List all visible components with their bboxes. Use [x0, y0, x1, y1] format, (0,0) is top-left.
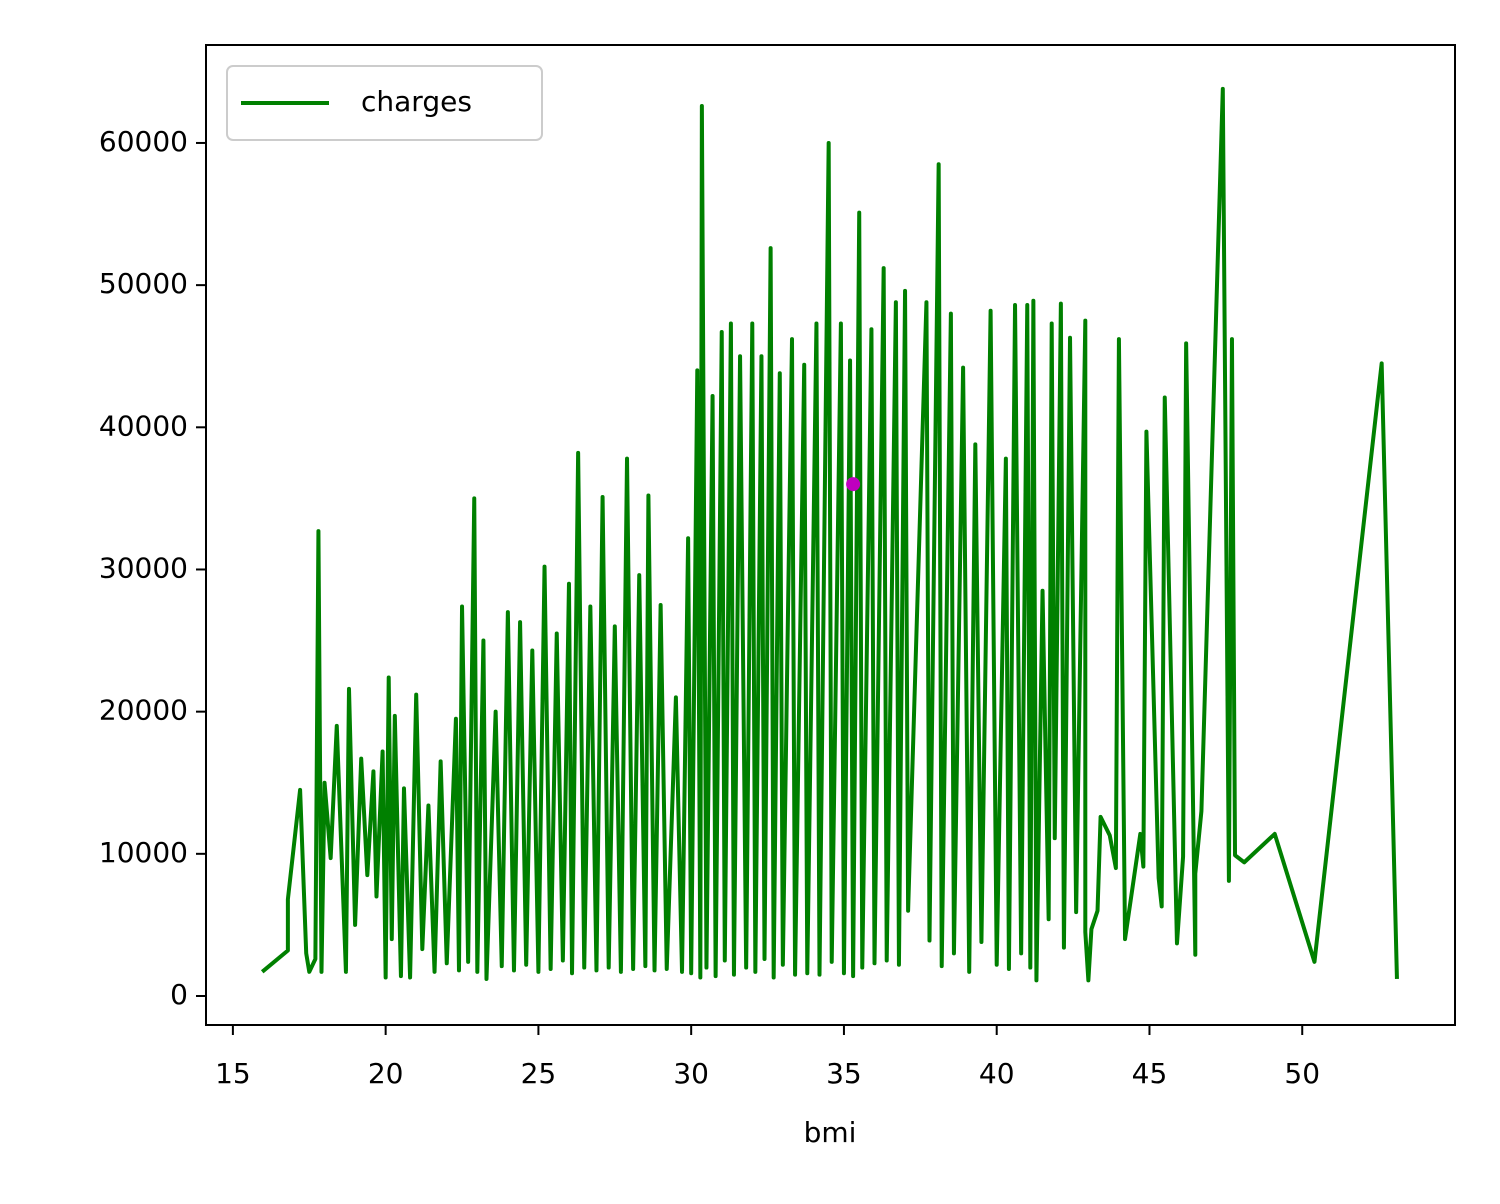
plot-frame — [205, 44, 1456, 1026]
x-tick-label: 20 — [368, 1057, 404, 1090]
x-tick-label: 15 — [215, 1057, 251, 1090]
y-tick-label: 10000 — [99, 836, 188, 869]
y-tick-label: 20000 — [99, 694, 188, 727]
y-tick-label: 0 — [170, 978, 188, 1011]
x-tick-label: 40 — [979, 1057, 1015, 1090]
y-tick-label: 50000 — [99, 267, 188, 300]
x-tick-label: 30 — [673, 1057, 709, 1090]
x-axis-label: bmi — [804, 1116, 857, 1149]
x-tick-label: 50 — [1284, 1057, 1320, 1090]
x-tick-label: 45 — [1132, 1057, 1168, 1090]
data-line — [260, 86, 1399, 983]
y-tick-label: 40000 — [99, 409, 188, 442]
legend-box — [226, 65, 543, 141]
y-tick-label: 30000 — [99, 551, 188, 584]
x-tick-label: 25 — [521, 1057, 557, 1090]
y-tick-label: 60000 — [99, 125, 188, 158]
highlight-point — [846, 477, 861, 492]
x-tick-label: 35 — [826, 1057, 862, 1090]
legend-label: charges — [361, 85, 472, 118]
